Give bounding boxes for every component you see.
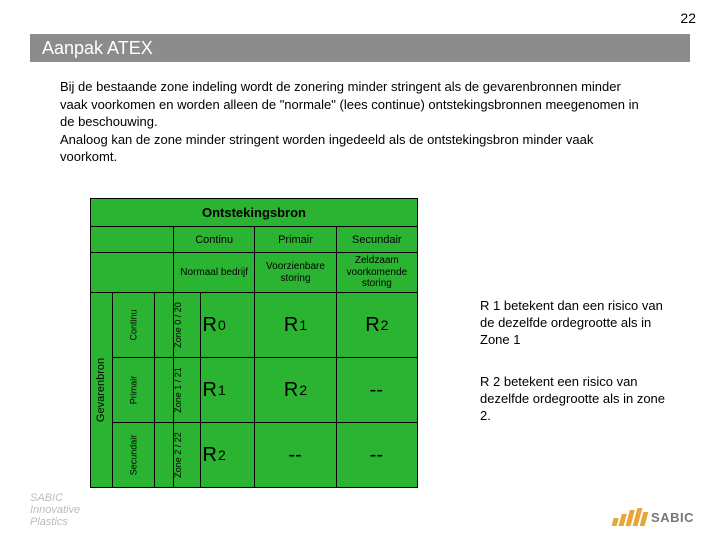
row-label: Primair	[113, 358, 155, 422]
footer-brand-text: SABICInnovativePlastics	[30, 492, 80, 528]
row-label: Continu	[113, 293, 155, 357]
row-label: Secundair	[113, 423, 155, 487]
col-header: Secundair	[336, 227, 417, 252]
footer-logo: SABIC	[614, 508, 694, 526]
matrix-cell: R1	[254, 293, 335, 357]
row-major-label: Gevarenbron	[91, 293, 113, 487]
matrix-cell: --	[254, 423, 335, 487]
matrix-cell: R0	[173, 293, 254, 357]
matrix-col-headers: Continu Primair Secundair	[91, 227, 417, 253]
col-header: Continu	[173, 227, 254, 252]
matrix-cell: R2	[254, 358, 335, 422]
col-header: Primair	[254, 227, 335, 252]
col-subheader: Normaal bedrijf	[173, 253, 254, 292]
paragraph: Bij de bestaande zone indeling wordt de …	[60, 78, 650, 166]
page-number: 22	[680, 10, 696, 26]
matrix-cell: R2	[173, 423, 254, 487]
matrix-col-subheaders: Normaal bedrijf Voorzienbare storing Zel…	[91, 253, 417, 293]
risk-matrix: Ontstekingsbron Continu Primair Secundai…	[90, 198, 418, 488]
note-r1: R 1 betekent dan een risico van de dezel…	[480, 298, 670, 349]
logo-text: SABIC	[651, 510, 694, 525]
slide-title: Aanpak ATEX	[30, 34, 690, 62]
logo-icon	[612, 508, 650, 526]
col-subheader: Zeldzaam voorkomende storing	[336, 253, 417, 292]
matrix-cell: --	[336, 423, 417, 487]
col-subheader: Voorzienbare storing	[254, 253, 335, 292]
matrix-cell: R1	[173, 358, 254, 422]
matrix-cell: R2	[336, 293, 417, 357]
note-r2: R 2 betekent een risico van dezelfde ord…	[480, 374, 670, 425]
matrix-title: Ontstekingsbron	[91, 199, 417, 227]
matrix-cell: --	[336, 358, 417, 422]
